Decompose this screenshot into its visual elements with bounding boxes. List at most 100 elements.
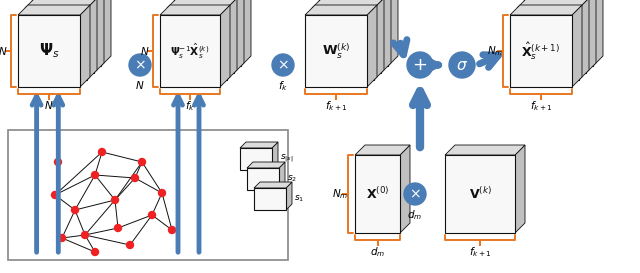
- Text: $s_2$: $s_2$: [287, 174, 297, 184]
- Circle shape: [111, 197, 118, 203]
- Text: $+$: $+$: [412, 56, 428, 74]
- Polygon shape: [279, 162, 285, 190]
- Polygon shape: [87, 0, 97, 80]
- Text: $s_1$: $s_1$: [294, 194, 304, 204]
- Polygon shape: [524, 0, 596, 1]
- Circle shape: [127, 242, 134, 248]
- Circle shape: [92, 171, 99, 179]
- Polygon shape: [445, 155, 515, 233]
- Polygon shape: [517, 0, 589, 8]
- Polygon shape: [254, 182, 292, 188]
- Polygon shape: [367, 5, 377, 87]
- Polygon shape: [305, 15, 367, 87]
- Polygon shape: [272, 142, 278, 170]
- Polygon shape: [286, 182, 292, 210]
- Polygon shape: [241, 0, 251, 66]
- Text: $\hat{\mathbf{X}}_s^{(k+1)}$: $\hat{\mathbf{X}}_s^{(k+1)}$: [522, 40, 561, 62]
- Polygon shape: [174, 0, 244, 1]
- Polygon shape: [400, 145, 410, 233]
- Polygon shape: [517, 8, 579, 80]
- Polygon shape: [254, 188, 286, 210]
- FancyBboxPatch shape: [8, 130, 288, 260]
- Polygon shape: [167, 8, 227, 80]
- Polygon shape: [247, 168, 279, 190]
- Circle shape: [99, 149, 106, 156]
- Polygon shape: [167, 0, 237, 8]
- Polygon shape: [160, 15, 220, 87]
- Text: $\mathbf{\Psi}_s^{-1}\hat{\mathbf{X}}_s^{(k)}$: $\mathbf{\Psi}_s^{-1}\hat{\mathbf{X}}_s^…: [170, 41, 210, 61]
- Circle shape: [159, 189, 166, 197]
- Polygon shape: [247, 162, 285, 168]
- Circle shape: [148, 212, 156, 218]
- Polygon shape: [312, 8, 374, 80]
- Polygon shape: [18, 15, 80, 87]
- Polygon shape: [80, 5, 90, 87]
- Text: $\times$: $\times$: [409, 187, 421, 201]
- Polygon shape: [234, 0, 244, 73]
- Text: $N$: $N$: [44, 99, 54, 111]
- Polygon shape: [326, 0, 388, 66]
- Text: $N$: $N$: [135, 79, 145, 91]
- Circle shape: [168, 227, 175, 233]
- Polygon shape: [312, 0, 384, 8]
- Circle shape: [449, 52, 475, 78]
- Polygon shape: [227, 0, 237, 80]
- Text: $f_{k+1}$: $f_{k+1}$: [530, 99, 552, 113]
- Polygon shape: [174, 1, 234, 73]
- Polygon shape: [531, 0, 593, 66]
- Polygon shape: [94, 0, 104, 73]
- Polygon shape: [355, 155, 400, 233]
- Text: $\mathbf{\Psi}_s$: $\mathbf{\Psi}_s$: [39, 42, 60, 60]
- Polygon shape: [305, 5, 377, 15]
- Polygon shape: [515, 145, 525, 233]
- Circle shape: [404, 183, 426, 205]
- Text: $f_{k+1}$: $f_{k+1}$: [324, 99, 348, 113]
- Text: $d_m$: $d_m$: [370, 245, 385, 259]
- Polygon shape: [25, 0, 97, 8]
- Polygon shape: [25, 8, 87, 80]
- Circle shape: [72, 206, 79, 213]
- Polygon shape: [510, 15, 572, 87]
- Circle shape: [54, 159, 61, 165]
- Circle shape: [272, 54, 294, 76]
- Text: $N$: $N$: [0, 45, 8, 57]
- Text: $f_{k+1}$: $f_{k+1}$: [468, 245, 492, 259]
- Circle shape: [131, 174, 138, 182]
- Polygon shape: [445, 145, 525, 155]
- Polygon shape: [319, 1, 381, 73]
- Circle shape: [51, 191, 58, 198]
- Polygon shape: [220, 5, 230, 87]
- Circle shape: [92, 248, 99, 256]
- Polygon shape: [32, 1, 94, 73]
- Text: $N_m$: $N_m$: [487, 44, 503, 58]
- Text: $N$: $N$: [140, 45, 150, 57]
- Polygon shape: [240, 148, 272, 170]
- Text: $d_m$: $d_m$: [408, 208, 422, 222]
- Text: $\mathbf{W}_s^{(k)}$: $\mathbf{W}_s^{(k)}$: [322, 41, 350, 61]
- Text: $s_{|s|}$: $s_{|s|}$: [280, 153, 294, 165]
- Text: $\sigma$: $\sigma$: [456, 58, 468, 73]
- Text: $f_k$: $f_k$: [185, 99, 195, 113]
- Polygon shape: [374, 0, 384, 80]
- Polygon shape: [524, 1, 586, 73]
- Polygon shape: [32, 0, 104, 1]
- Polygon shape: [355, 145, 410, 155]
- Circle shape: [129, 54, 151, 76]
- Text: $N_m$: $N_m$: [332, 187, 348, 201]
- Polygon shape: [39, 0, 101, 66]
- Polygon shape: [388, 0, 398, 66]
- Polygon shape: [381, 0, 391, 73]
- Polygon shape: [18, 5, 90, 15]
- Polygon shape: [181, 0, 241, 66]
- Text: $\times$: $\times$: [134, 58, 146, 72]
- Polygon shape: [510, 5, 582, 15]
- Circle shape: [115, 224, 122, 232]
- Polygon shape: [240, 142, 278, 148]
- Polygon shape: [579, 0, 589, 80]
- Polygon shape: [593, 0, 603, 66]
- Text: $\times$: $\times$: [277, 58, 289, 72]
- Polygon shape: [572, 5, 582, 87]
- Circle shape: [138, 159, 145, 165]
- Polygon shape: [101, 0, 111, 66]
- Circle shape: [81, 232, 88, 239]
